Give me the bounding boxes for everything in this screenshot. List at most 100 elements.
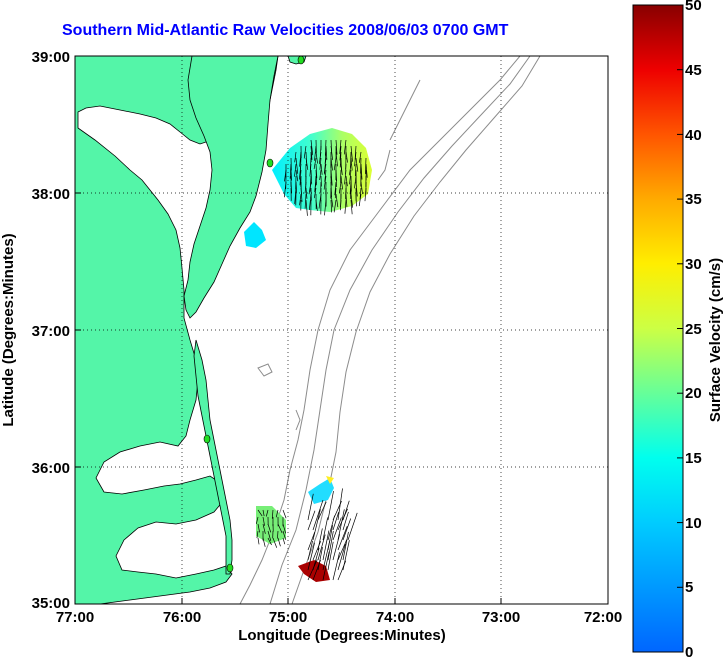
velocity-arrow bbox=[315, 151, 318, 164]
velocity-arrow bbox=[277, 523, 283, 534]
velocity-arrow bbox=[332, 511, 340, 531]
velocity-arrow bbox=[342, 518, 352, 541]
y-tick-label: 35:00 bbox=[32, 595, 70, 612]
velocity-arrow bbox=[282, 509, 287, 519]
x-tick-label: 77:00 bbox=[56, 609, 94, 626]
velocity-arrow bbox=[275, 509, 279, 518]
velocity-arrow bbox=[337, 526, 348, 551]
velocity-arrow bbox=[350, 193, 354, 208]
velocity-arrow bbox=[319, 169, 322, 181]
station-marker bbox=[266, 158, 274, 168]
velocity-arrow bbox=[267, 523, 272, 533]
velocity-arrow bbox=[350, 145, 353, 162]
land-outer-banks bbox=[193, 339, 233, 575]
velocity-arrow bbox=[330, 145, 333, 161]
map-title: Southern Mid-Atlantic Raw Velocities 200… bbox=[62, 22, 509, 39]
velocity-arrow bbox=[344, 199, 347, 214]
velocity-arrow bbox=[342, 500, 350, 521]
velocity-arrow bbox=[335, 175, 338, 188]
grid-lines bbox=[75, 56, 608, 604]
colorbar-tick-label: 5 bbox=[685, 579, 693, 596]
velocity-arrow bbox=[290, 169, 292, 181]
velocity-arrow bbox=[345, 151, 348, 163]
velocity-arrow bbox=[312, 500, 324, 531]
colorbar-tick-label: 15 bbox=[685, 450, 702, 467]
x-tick-label: 73:00 bbox=[482, 609, 520, 626]
velocity-arrow bbox=[343, 139, 347, 155]
velocity-arrow bbox=[315, 199, 318, 211]
velocity-patch-north bbox=[272, 128, 372, 212]
velocity-arrow bbox=[277, 537, 281, 547]
velocity-arrow bbox=[364, 187, 367, 202]
velocity-arrow bbox=[344, 169, 347, 185]
velocity-arrow bbox=[354, 151, 357, 167]
velocity-arrow bbox=[305, 187, 308, 199]
velocity-arrow bbox=[307, 531, 316, 551]
velocity-arrow bbox=[318, 193, 322, 209]
station-marker bbox=[297, 56, 305, 65]
velocity-arrow bbox=[349, 169, 352, 185]
velocity-arrow bbox=[339, 199, 342, 211]
velocity-arrow bbox=[312, 509, 321, 541]
velocity-arrow bbox=[299, 193, 302, 206]
colorbar-tick-label: 50 bbox=[685, 0, 702, 14]
velocity-arrow bbox=[310, 169, 313, 185]
velocity-arrow bbox=[282, 523, 287, 534]
velocity-arrow bbox=[313, 157, 317, 169]
velocity-arrow bbox=[310, 145, 313, 160]
velocity-arrow bbox=[262, 523, 266, 534]
velocity-arrow bbox=[319, 157, 322, 170]
x-tick-label: 72:00 bbox=[584, 609, 622, 626]
velocity-arrow bbox=[322, 551, 330, 581]
velocity-arrow bbox=[299, 169, 302, 186]
station-marker bbox=[226, 563, 234, 573]
velocity-arrow bbox=[337, 509, 345, 541]
colorbar-tick-label: 45 bbox=[685, 62, 702, 79]
velocity-arrow bbox=[307, 493, 314, 521]
velocity-arrow bbox=[337, 543, 346, 571]
velocity-arrow bbox=[349, 187, 352, 199]
velocity-arrow bbox=[327, 541, 334, 571]
velocity-arrow bbox=[355, 157, 359, 172]
velocity-arrow bbox=[255, 516, 259, 524]
velocity-arrow bbox=[342, 531, 349, 561]
velocity-arrow bbox=[283, 181, 287, 198]
velocity-arrow bbox=[299, 151, 302, 167]
velocity-arrow bbox=[335, 193, 339, 208]
velocity-arrow bbox=[360, 163, 363, 180]
velocity-arrow bbox=[350, 199, 353, 215]
velocity-arrow bbox=[337, 488, 343, 521]
velocity-arrow bbox=[322, 530, 330, 561]
colorbar-label: Surface Velocity (cm/s) bbox=[707, 258, 724, 422]
colorbar-tick-label: 30 bbox=[685, 256, 702, 273]
velocity-patch-small bbox=[244, 222, 266, 248]
velocity-arrow bbox=[282, 537, 286, 545]
hf-radar-stations bbox=[203, 56, 305, 573]
velocity-arrow bbox=[324, 169, 327, 182]
x-tick-label: 76:00 bbox=[163, 609, 201, 626]
velocity-arrow bbox=[307, 540, 313, 561]
velocity-arrow bbox=[300, 187, 303, 202]
velocity-arrow bbox=[323, 163, 327, 175]
velocity-arrow bbox=[332, 552, 340, 581]
velocity-patch-offshore bbox=[308, 478, 334, 504]
velocity-patch-south-fast bbox=[298, 560, 330, 582]
axis-ticks bbox=[74, 55, 609, 605]
velocity-arrow bbox=[277, 530, 279, 539]
y-tick-label: 38:00 bbox=[32, 186, 70, 203]
velocity-arrow bbox=[325, 139, 327, 156]
colorbar-ticks bbox=[677, 4, 683, 653]
velocity-arrow bbox=[294, 163, 297, 177]
velocity-arrow bbox=[304, 193, 307, 209]
velocity-arrow bbox=[318, 151, 322, 165]
velocity-arrow bbox=[309, 193, 312, 210]
velocity-arrow bbox=[294, 187, 297, 204]
velocity-arrow bbox=[282, 530, 287, 540]
velocity-arrow bbox=[348, 163, 352, 176]
velocity-arrow bbox=[310, 139, 314, 156]
velocity-arrow bbox=[358, 193, 362, 207]
velocity-arrow bbox=[325, 145, 328, 160]
velocity-arrow bbox=[324, 199, 327, 216]
velocity-arrow bbox=[339, 139, 342, 154]
velocity-arrow bbox=[308, 181, 312, 195]
